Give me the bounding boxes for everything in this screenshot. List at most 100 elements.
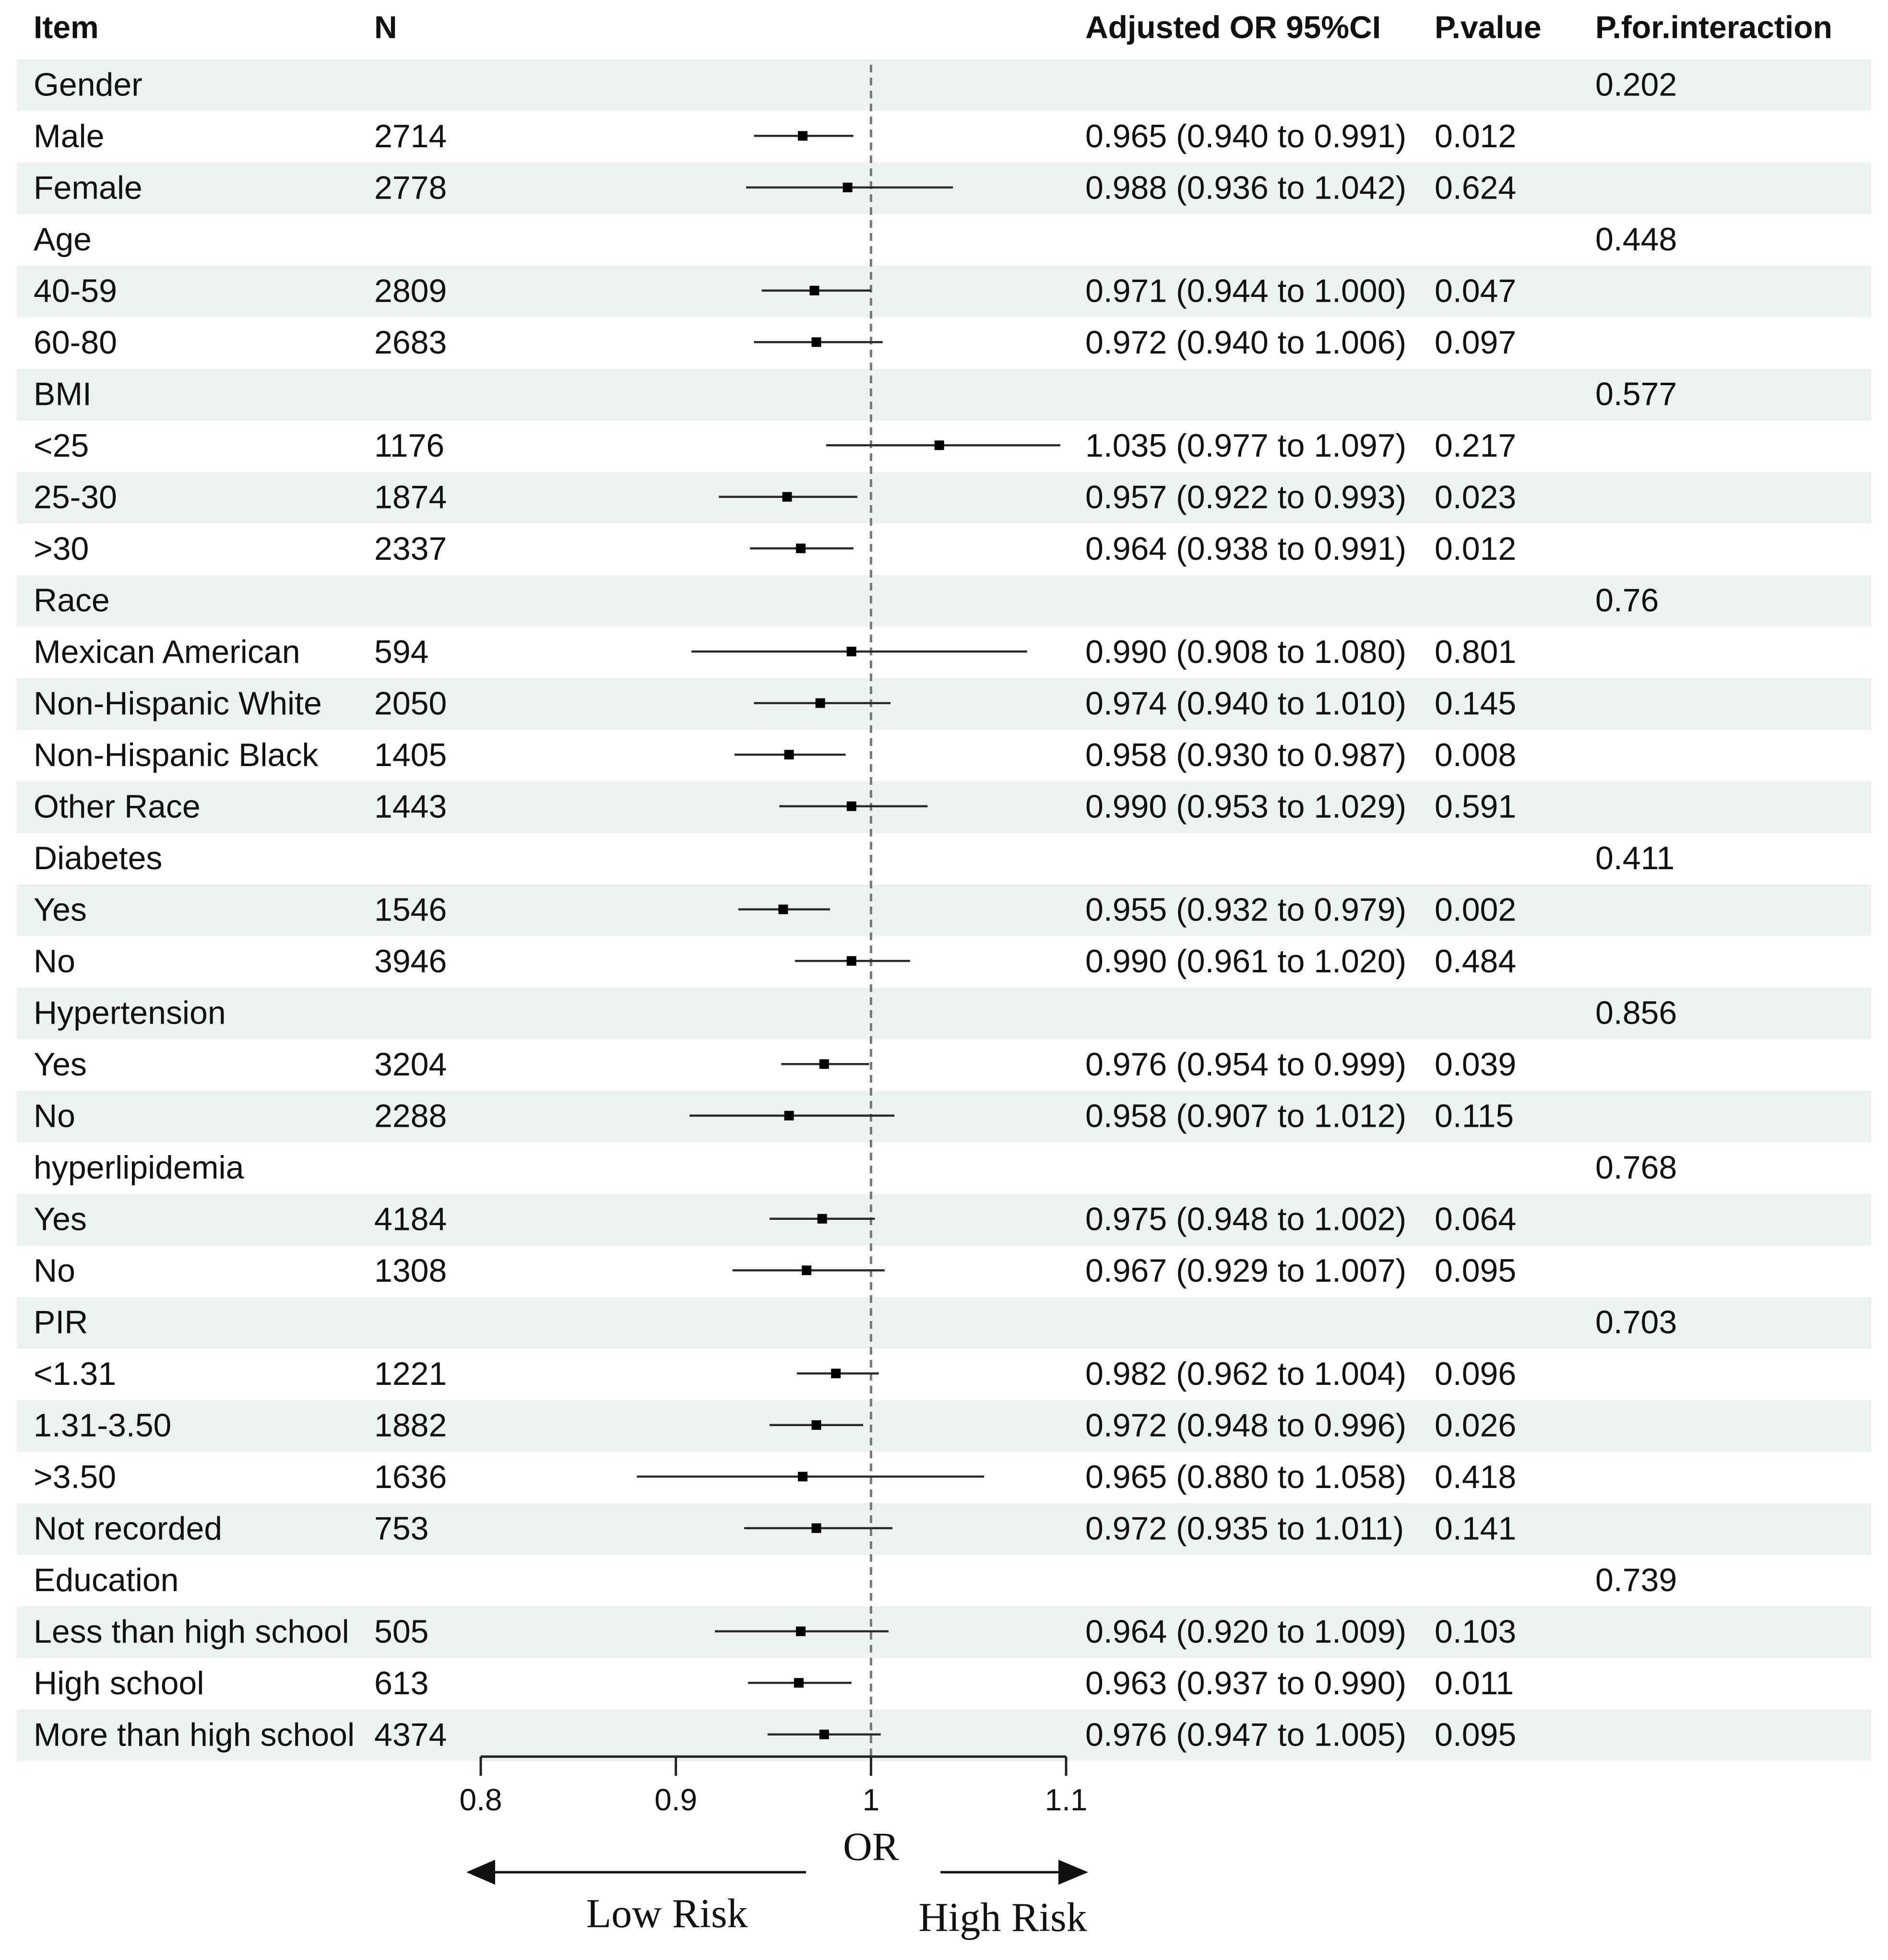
n-value: 1443 xyxy=(374,789,447,825)
or-ci-value: 0.988 (0.936 to 1.042) xyxy=(1085,170,1406,206)
x-tick-label: 1.1 xyxy=(1045,1783,1088,1817)
p-interaction-value: 0.768 xyxy=(1595,1149,1677,1186)
row-stripe xyxy=(17,59,1871,111)
row-stripe xyxy=(17,369,1871,421)
n-value: 1405 xyxy=(374,737,447,773)
n-value: 2050 xyxy=(374,685,447,722)
header-or-ci: Adjusted OR 95%CI xyxy=(1085,9,1381,45)
subgroup-label: Yes xyxy=(34,892,87,928)
n-value: 1546 xyxy=(374,892,447,928)
or-ci-value: 0.990 (0.953 to 1.029) xyxy=(1085,789,1406,825)
n-value: 505 xyxy=(374,1614,428,1650)
subgroup-label: >3.50 xyxy=(34,1459,116,1495)
row-stripe xyxy=(17,885,1871,936)
or-ci-value: 0.982 (0.962 to 1.004) xyxy=(1085,1356,1406,1392)
or-point xyxy=(796,543,806,554)
p-value: 0.095 xyxy=(1435,1717,1516,1753)
or-ci-value: 0.976 (0.954 to 0.999) xyxy=(1085,1046,1406,1083)
or-ci-value: 0.967 (0.929 to 1.007) xyxy=(1085,1252,1406,1289)
or-ci-value: 0.972 (0.948 to 0.996) xyxy=(1085,1407,1406,1444)
or-ci-value: 0.958 (0.930 to 0.987) xyxy=(1085,737,1406,773)
row-stripe xyxy=(17,472,1871,524)
subgroup-label: Female xyxy=(34,170,142,206)
or-ci-value: 0.975 (0.948 to 1.002) xyxy=(1085,1201,1406,1238)
p-value: 0.115 xyxy=(1435,1098,1514,1134)
n-value: 2683 xyxy=(374,324,447,361)
or-point xyxy=(811,1420,821,1430)
row-stripe xyxy=(17,678,1871,730)
p-value: 0.141 xyxy=(1435,1511,1516,1547)
or-ci-value: 0.965 (0.880 to 1.058) xyxy=(1085,1459,1406,1495)
or-point xyxy=(784,1110,794,1121)
n-value: 1636 xyxy=(374,1459,447,1495)
row-stripes xyxy=(17,59,1871,1761)
n-value: 1308 xyxy=(374,1252,447,1289)
or-ci-value: 0.971 (0.944 to 1.000) xyxy=(1085,273,1406,309)
group-label: PIR xyxy=(34,1304,88,1341)
subgroup-label: Other Race xyxy=(34,789,201,825)
subgroup-label: Yes xyxy=(34,1201,87,1238)
or-ci-value: 0.958 (0.907 to 1.012) xyxy=(1085,1098,1406,1134)
or-ci-value: 0.972 (0.935 to 1.011) xyxy=(1085,1511,1404,1547)
row-stripe xyxy=(17,1503,1871,1555)
subgroup-label: 25-30 xyxy=(34,479,117,516)
p-interaction-value: 0.856 xyxy=(1595,995,1677,1031)
p-value: 0.624 xyxy=(1435,170,1516,206)
p-value: 0.217 xyxy=(1435,427,1516,464)
p-value: 0.012 xyxy=(1435,118,1516,154)
p-value: 0.023 xyxy=(1435,479,1516,516)
subgroup-label: No xyxy=(34,943,75,980)
or-point xyxy=(796,1626,806,1636)
or-ci-value: 0.964 (0.938 to 0.991) xyxy=(1085,531,1406,567)
p-interaction-value: 0.448 xyxy=(1595,221,1677,258)
group-label: Diabetes xyxy=(34,840,162,876)
n-value: 2809 xyxy=(374,273,447,309)
p-value: 0.008 xyxy=(1435,737,1516,773)
row-stripe xyxy=(17,1194,1871,1246)
x-tick-label: 0.9 xyxy=(654,1783,697,1817)
group-label: Race xyxy=(34,582,110,619)
or-ci-value: 0.974 (0.940 to 1.010) xyxy=(1085,685,1406,722)
or-point xyxy=(831,1369,841,1379)
or-point xyxy=(819,1059,829,1069)
p-value: 0.591 xyxy=(1435,789,1516,825)
n-value: 3204 xyxy=(374,1046,447,1083)
subgroup-label: 1.31-3.50 xyxy=(34,1407,171,1444)
subgroup-label: More than high school xyxy=(34,1717,355,1753)
or-ci-value: 0.957 (0.922 to 0.993) xyxy=(1085,479,1406,516)
or-ci-value: 0.972 (0.940 to 1.006) xyxy=(1085,324,1406,361)
or-point xyxy=(846,956,856,966)
subgroup-label: No xyxy=(34,1252,75,1289)
high-risk-label: High Risk xyxy=(918,1894,1087,1940)
or-ci-value: 0.964 (0.920 to 1.009) xyxy=(1085,1614,1406,1650)
n-value: 2288 xyxy=(374,1098,447,1134)
n-value: 4184 xyxy=(374,1201,447,1238)
group-label: Education xyxy=(34,1562,178,1598)
row-stripe xyxy=(17,1400,1871,1452)
or-point xyxy=(811,337,821,347)
or-ci-value: 0.990 (0.961 to 1.020) xyxy=(1085,943,1406,980)
subgroup-label: No xyxy=(34,1098,75,1134)
p-value: 0.095 xyxy=(1435,1252,1516,1289)
subgroup-label: Not recorded xyxy=(34,1511,222,1547)
n-value: 594 xyxy=(374,634,428,670)
subgroup-label: Non-Hispanic White xyxy=(34,685,322,722)
or-ci-value: 0.963 (0.937 to 0.990) xyxy=(1085,1665,1406,1701)
x-tick-label: 1 xyxy=(863,1783,880,1817)
p-interaction-value: 0.577 xyxy=(1595,376,1677,413)
x-axis: 0.8 0.9 1 1.1 OR Low Risk High Risk xyxy=(460,1755,1088,1940)
or-point xyxy=(802,1265,812,1275)
subgroup-label: High school xyxy=(34,1665,204,1701)
subgroup-label: Non-Hispanic Black xyxy=(34,737,319,773)
n-value: 2337 xyxy=(374,531,447,567)
or-point xyxy=(815,698,825,708)
or-ci-value: 0.976 (0.947 to 1.005) xyxy=(1085,1717,1406,1753)
or-point xyxy=(778,904,788,914)
p-interaction-value: 0.703 xyxy=(1595,1304,1677,1341)
row-stripe xyxy=(17,781,1871,833)
n-value: 1882 xyxy=(374,1407,447,1444)
n-value: 2778 xyxy=(374,170,447,206)
or-point xyxy=(846,647,856,657)
